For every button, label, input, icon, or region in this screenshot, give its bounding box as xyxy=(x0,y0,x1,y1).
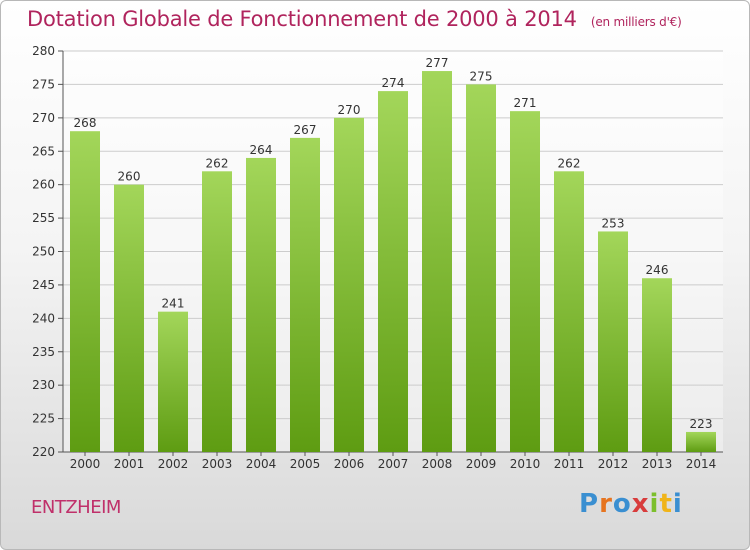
x-tick-label: 2001 xyxy=(114,457,145,471)
x-tick-label: 2011 xyxy=(554,457,585,471)
chart-title-text: Dotation Globale de Fonctionnement de 20… xyxy=(27,7,577,31)
chart-title: Dotation Globale de Fonctionnement de 20… xyxy=(27,7,682,31)
y-tick-label: 225 xyxy=(32,412,55,426)
x-tick-label: 2009 xyxy=(466,457,497,471)
x-tick-label: 2003 xyxy=(202,457,233,471)
bar xyxy=(246,157,276,452)
bar xyxy=(422,71,452,453)
bar xyxy=(290,137,320,452)
data-label: 246 xyxy=(646,263,669,277)
x-tick-label: 2014 xyxy=(686,457,717,471)
y-tick-label: 235 xyxy=(32,345,55,359)
data-label: 264 xyxy=(250,143,273,157)
proxiti-logo: Proxiti xyxy=(579,489,683,519)
y-tick-label: 250 xyxy=(32,245,55,259)
bar xyxy=(686,431,716,452)
logo-letter: P xyxy=(579,489,600,519)
data-label: 271 xyxy=(514,96,537,110)
logo-letter: i xyxy=(672,489,683,519)
bar xyxy=(554,171,584,453)
x-tick-label: 2008 xyxy=(422,457,453,471)
data-label: 262 xyxy=(558,156,581,170)
x-tick-label: 2007 xyxy=(378,457,409,471)
y-tick-label: 260 xyxy=(32,178,55,192)
logo-letter: x xyxy=(631,489,650,519)
bar xyxy=(114,184,144,452)
bar xyxy=(466,84,496,453)
data-label: 268 xyxy=(74,116,97,130)
y-tick-label: 240 xyxy=(32,311,55,325)
bar xyxy=(334,117,364,452)
data-label: 270 xyxy=(338,103,361,117)
y-tick-label: 255 xyxy=(32,211,55,225)
y-tick-label: 275 xyxy=(32,77,55,91)
logo-letter: i xyxy=(649,489,660,519)
commune-name: ENTZHEIM xyxy=(31,497,121,518)
bar xyxy=(70,131,100,452)
logo-letter: r xyxy=(599,489,613,519)
data-label: 274 xyxy=(382,76,405,90)
chart-unit: (en milliers d'€) xyxy=(590,15,682,29)
y-tick-label: 245 xyxy=(32,278,55,292)
y-tick-label: 270 xyxy=(32,111,55,125)
y-tick-label: 280 xyxy=(32,44,55,58)
x-tick-label: 2006 xyxy=(334,457,365,471)
data-label: 253 xyxy=(602,216,625,230)
x-tick-label: 2012 xyxy=(598,457,629,471)
data-label: 267 xyxy=(294,123,317,137)
data-label: 241 xyxy=(162,297,185,311)
logo-letter: t xyxy=(659,489,673,519)
data-label: 277 xyxy=(426,56,449,70)
x-tick-label: 2002 xyxy=(158,457,189,471)
x-tick-label: 2010 xyxy=(510,457,541,471)
y-tick-label: 230 xyxy=(32,378,55,392)
bar xyxy=(378,91,408,452)
bar xyxy=(598,231,628,452)
data-label: 260 xyxy=(118,170,141,184)
bar xyxy=(642,278,672,452)
y-tick-label: 220 xyxy=(32,445,55,459)
x-tick-label: 2004 xyxy=(246,457,277,471)
logo-letter: o xyxy=(612,489,632,519)
x-tick-label: 2005 xyxy=(290,457,321,471)
bar xyxy=(510,111,540,453)
y-tick-label: 265 xyxy=(32,144,55,158)
data-label: 223 xyxy=(690,417,713,431)
x-tick-label: 2013 xyxy=(642,457,673,471)
bar xyxy=(202,171,232,453)
data-label: 262 xyxy=(206,156,229,170)
x-tick-label: 2000 xyxy=(70,457,101,471)
bar xyxy=(158,311,188,452)
data-label: 275 xyxy=(470,69,493,83)
